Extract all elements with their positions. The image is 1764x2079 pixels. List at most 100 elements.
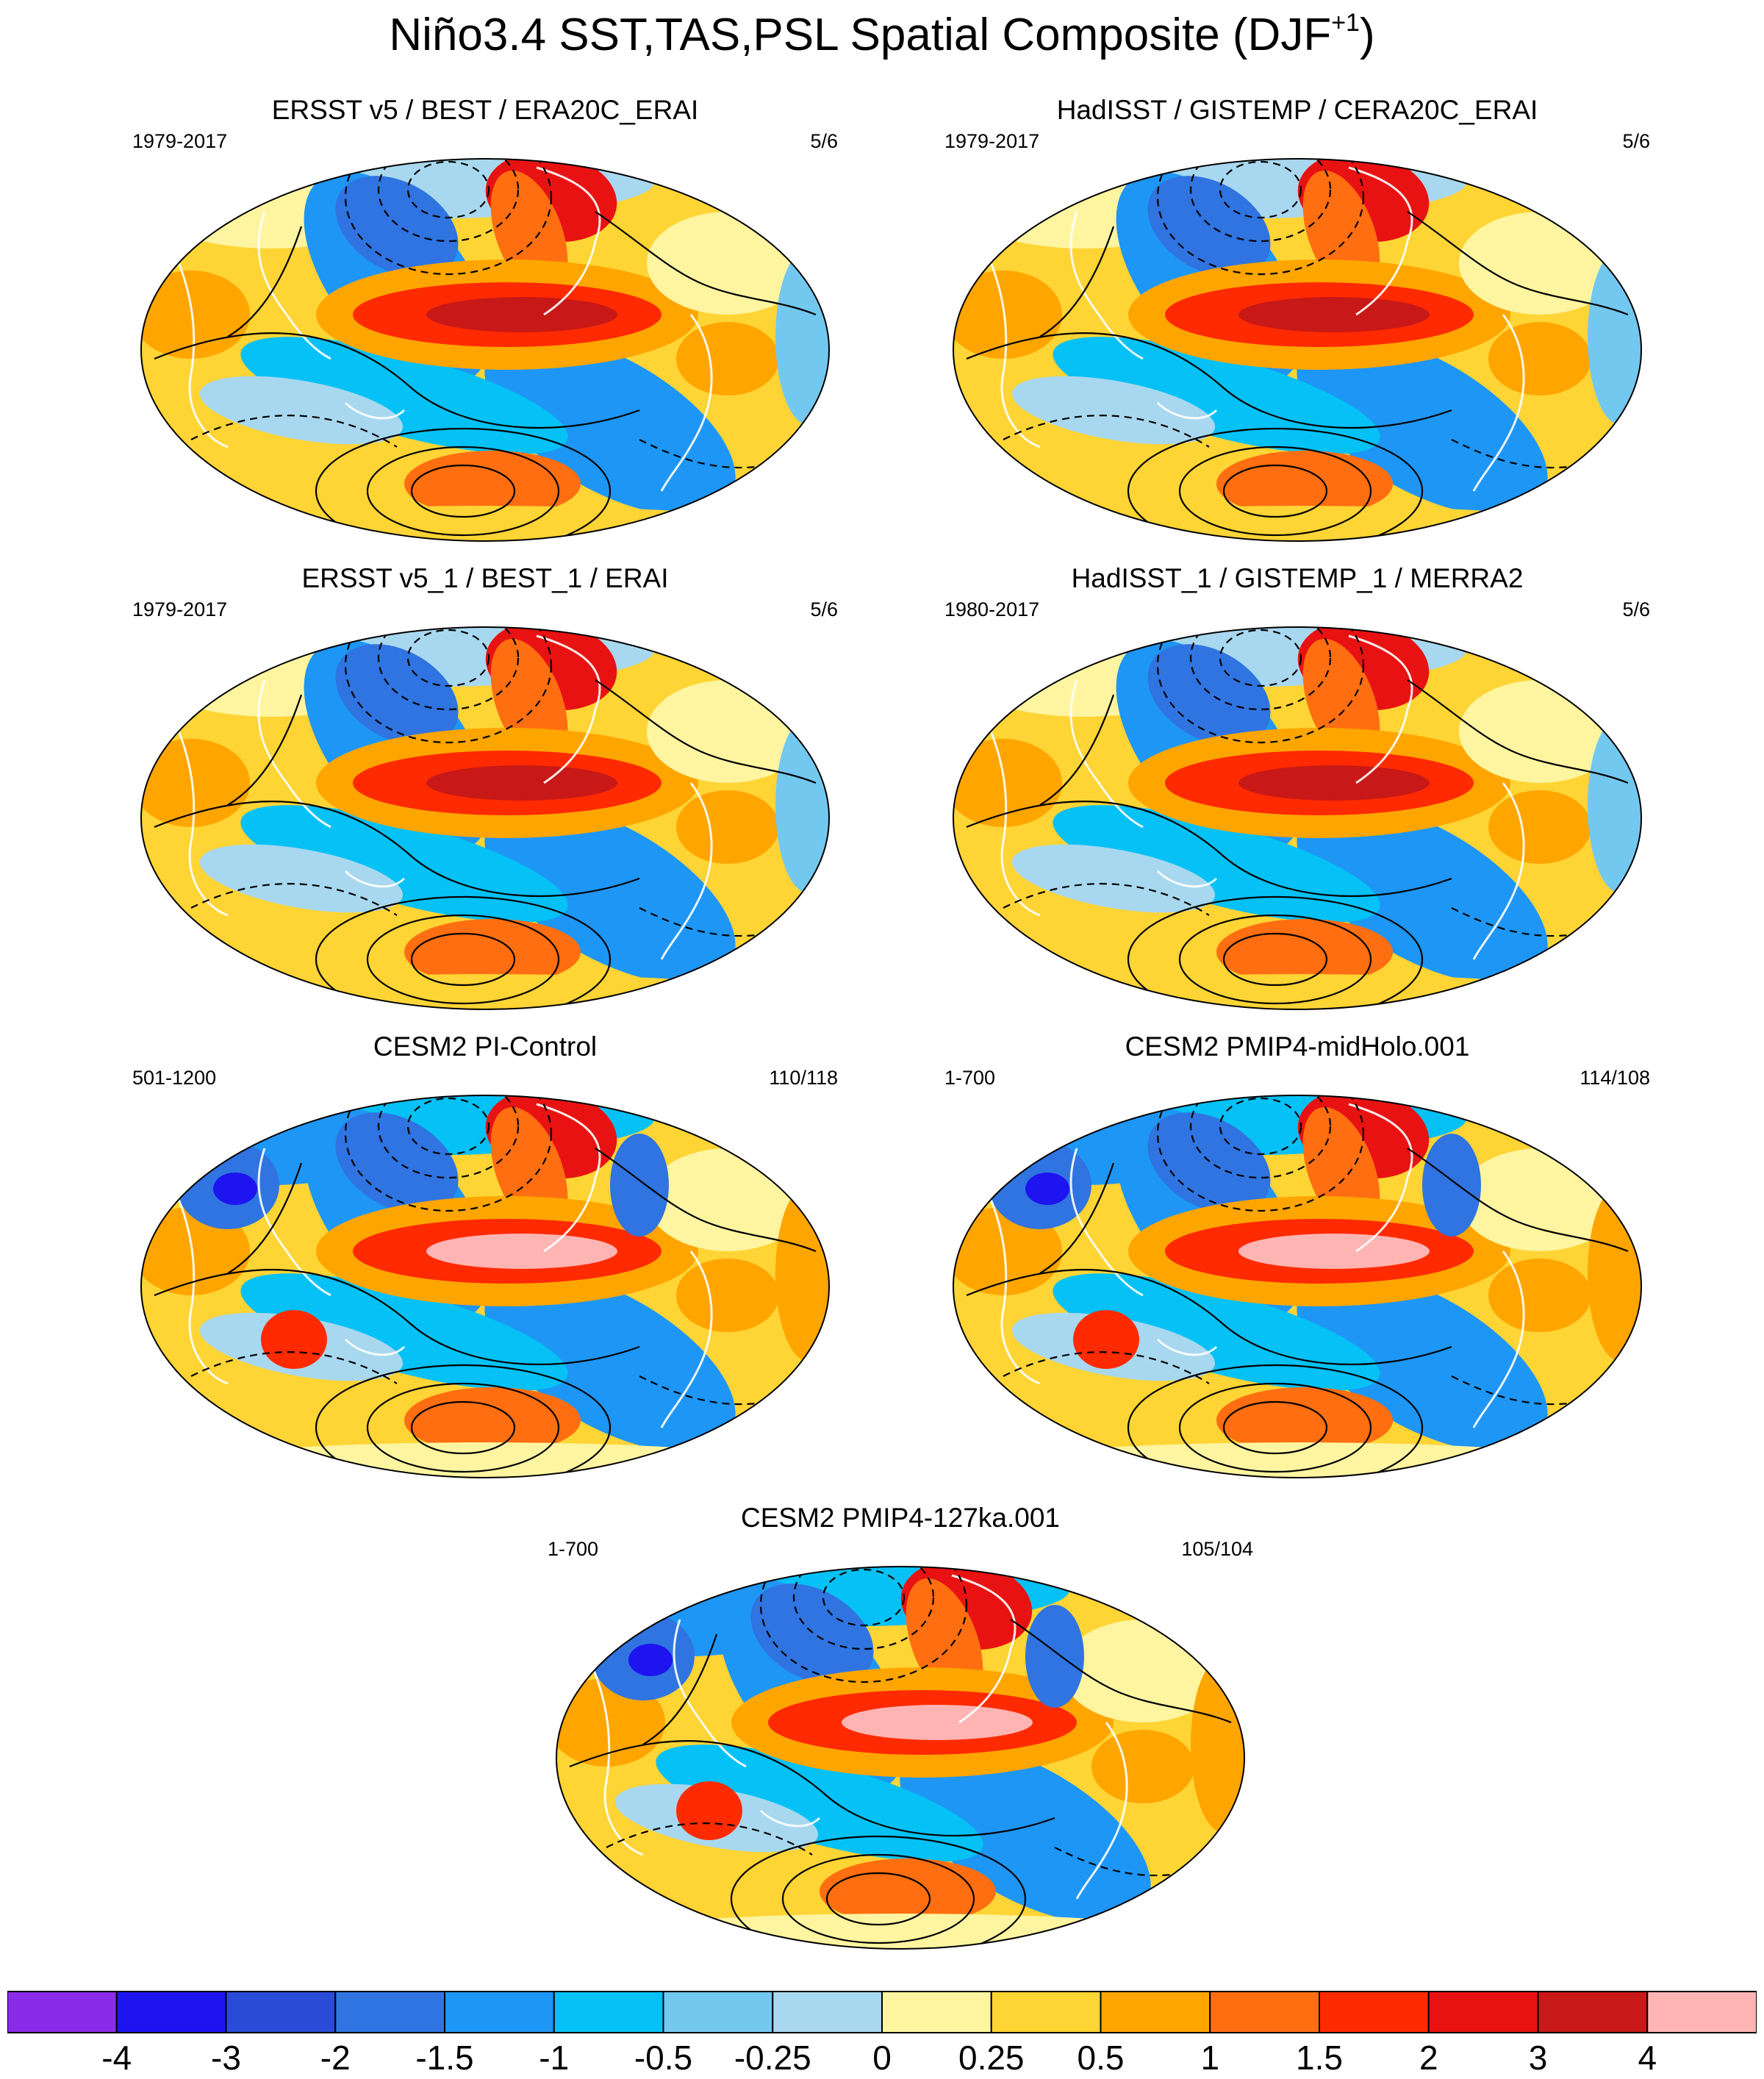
colorbar-tick-label: 0.25 xyxy=(958,2039,1025,2077)
psl-contour xyxy=(1039,226,1115,337)
sst-south-atlantic-warm xyxy=(676,322,779,396)
psl-high-contour xyxy=(1178,1382,1372,1473)
map-border xyxy=(953,1095,1642,1478)
psl-high-contour xyxy=(825,1872,931,1926)
psl-low-contour xyxy=(377,159,520,243)
coastline xyxy=(1075,1722,1128,1900)
coastline xyxy=(660,782,713,960)
colorbar xyxy=(7,1991,1757,2033)
coastline xyxy=(951,1574,1017,1724)
colorbar-tick-label: -1 xyxy=(539,2039,570,2077)
colorbar-tick-label: 0.5 xyxy=(1077,2039,1125,2077)
sst-cool-south-pacific xyxy=(1297,803,1548,984)
sst-cool-south-band xyxy=(240,805,568,923)
sst-cool-south-pacific xyxy=(1297,334,1548,515)
coastline xyxy=(1348,634,1413,784)
sst-south-atlantic-warm xyxy=(676,1259,779,1332)
psl-high-contour xyxy=(1127,427,1424,541)
sst-southern-ocean xyxy=(959,506,1635,541)
coastline xyxy=(660,1250,713,1428)
coastline xyxy=(1156,401,1218,420)
psl-high-contour xyxy=(315,1364,612,1478)
sst-southern-ocean xyxy=(147,1442,823,1478)
sst-east-edge xyxy=(1588,248,1641,425)
coastline xyxy=(1069,679,1144,829)
sst-southern-ocean xyxy=(959,1442,1635,1478)
psl-high-contour xyxy=(366,914,560,1005)
map-panel-ersst1-best1-erai: ERSST v5_1 / BEST_1 / ERAI 1979-2017 5/6 xyxy=(81,562,889,1026)
psl-contour xyxy=(966,1269,1452,1366)
map-border xyxy=(953,158,1642,542)
sst-cool-south-band xyxy=(240,337,568,454)
composite-map xyxy=(140,1095,830,1478)
panel-title: CESM2 PMIP4-127ka.001 xyxy=(741,1503,1060,1533)
psl-contour xyxy=(1407,679,1629,784)
colorbar-tick-label: -0.5 xyxy=(634,2039,693,2077)
colorbar-swatch xyxy=(225,1991,337,2033)
panel-count-label: 114/108 xyxy=(1580,1067,1650,1089)
sst-el-nino-core xyxy=(842,1705,1033,1740)
psl-low-contour xyxy=(1219,1097,1302,1156)
sst-east-edge xyxy=(775,717,829,893)
sst-warm-south-pacific xyxy=(404,919,581,985)
colorbar-swatch xyxy=(1646,1991,1757,2033)
panel-title: HadISST / GISTEMP / CERA20C_ERAI xyxy=(1056,95,1538,125)
psl-contour xyxy=(595,679,817,784)
colorbar-swatch xyxy=(444,1991,555,2033)
psl-low-contour xyxy=(1156,1095,1365,1212)
coastline xyxy=(1348,1103,1413,1253)
coastline xyxy=(257,211,331,360)
psl-low-contour xyxy=(822,1568,906,1627)
sst-cold-core-north-pacific xyxy=(335,1112,459,1214)
coastline xyxy=(1472,1250,1525,1428)
psl-contour xyxy=(1039,1162,1115,1274)
map-border xyxy=(140,1095,830,1478)
sst-cool-south-pacific xyxy=(484,334,736,515)
sst-south-atlantic-warm xyxy=(1488,322,1591,396)
tas-warm-australia xyxy=(676,1781,742,1840)
coastline xyxy=(1472,782,1525,960)
sst-cold-core-north-pacific xyxy=(750,1584,874,1685)
sst-cold-core-north-pacific xyxy=(335,176,459,277)
colorbar-swatch xyxy=(115,1991,227,2033)
sst-cold-core-north-pacific xyxy=(1147,644,1271,745)
psl-high-contour xyxy=(1127,895,1424,1009)
psl-contour xyxy=(642,1634,718,1745)
panel-title: CESM2 PMIP4-midHolo.001 xyxy=(1125,1031,1470,1062)
sst-cool-indian xyxy=(199,844,404,913)
panel-period-label: 501-1200 xyxy=(132,1067,217,1089)
composite-map xyxy=(953,1095,1642,1478)
sst-east-edge xyxy=(775,1185,829,1361)
sst-el-nino-core xyxy=(426,297,617,332)
psl-contour xyxy=(190,883,398,916)
colorbar-tick-label: 1.5 xyxy=(1296,2039,1343,2077)
panel-title: HadISST_1 / GISTEMP_1 / MERRA2 xyxy=(1071,563,1524,593)
colorbar-swatch xyxy=(1427,1991,1539,2033)
map-border xyxy=(140,158,830,542)
colorbar-tick-label: 0 xyxy=(872,2039,892,2077)
sst-east-edge xyxy=(1588,1185,1641,1361)
colorbar-swatch xyxy=(553,1991,664,2033)
psl-high-contour xyxy=(410,1400,516,1455)
sst-el-nino-core xyxy=(426,1234,617,1269)
psl-low-contour xyxy=(1189,1095,1332,1179)
coastline xyxy=(759,1809,821,1828)
colorbar-swatch xyxy=(662,1991,774,2033)
sst-cool-south-pacific xyxy=(484,1271,736,1452)
psl-contour xyxy=(1003,415,1210,448)
sst-el-nino-core xyxy=(1238,1234,1430,1269)
sst-cool-south-pacific xyxy=(484,803,736,984)
tas-cold-core-asia xyxy=(628,1644,673,1676)
colorbar-labels: -4 -3 -2 -1.5 -1 -0.5 -0.25 0 0.25 0.5 1 1.5 2 3 4 xyxy=(0,2038,1764,2079)
map-border xyxy=(140,626,830,1010)
psl-contour xyxy=(1407,1148,1629,1253)
coastline xyxy=(344,870,406,888)
tas-cold-eastern-north-america xyxy=(1025,1605,1084,1708)
psl-high-contour xyxy=(315,895,612,1009)
sst-cold-core-north-pacific xyxy=(335,644,459,745)
colorbar-tick-label: -0.25 xyxy=(734,2039,811,2077)
sst-cool-indian xyxy=(1011,844,1216,913)
psl-low-contour xyxy=(406,1097,490,1156)
psl-contour xyxy=(595,211,817,316)
colorbar-swatch xyxy=(7,1991,118,2033)
